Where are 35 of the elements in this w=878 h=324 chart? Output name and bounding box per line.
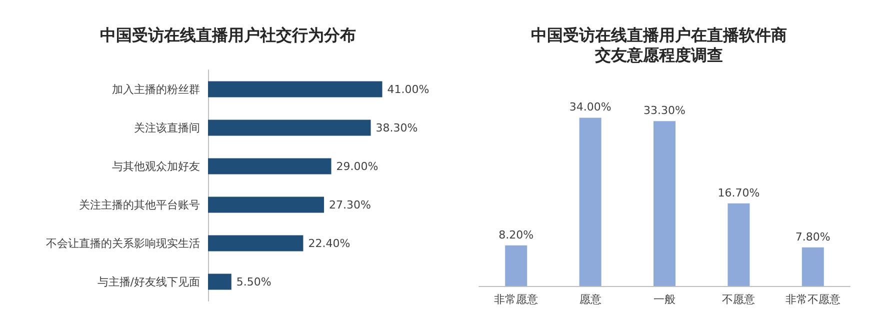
bar [505,245,528,286]
data-label: 29.00% [336,160,378,173]
y-tick-label: 不会让直播的关系影响现实生活 [46,236,200,250]
data-label: 5.50% [236,275,272,288]
x-tick-label: 一般 [654,293,676,306]
y-tick-label: 关注该直播间 [134,121,200,134]
y-tick-label: 与其他观众加好友 [112,160,200,173]
bar [728,203,750,286]
data-label: 34.00% [569,100,612,114]
data-label: 27.30% [329,198,371,212]
y-tick-label: 关注主播的其他平台账号 [79,198,200,212]
data-label: 38.30% [376,121,418,134]
chart-title: 中国受访在线直播用户社交行为分布 [100,26,356,44]
bar [579,118,602,286]
data-label: 22.40% [308,236,350,250]
x-tick-label: 不愿意 [722,293,756,306]
bar [208,274,232,290]
data-label: 7.80% [795,230,830,244]
data-label: 33.30% [644,104,686,118]
x-tick-label: 愿意 [579,293,602,306]
x-tick-label: 非常不愿意 [785,293,840,306]
y-tick-label: 与主播/好友线下见面 [97,275,200,288]
bar [802,247,824,286]
bar [208,120,371,136]
bar [208,235,304,252]
data-label: 8.20% [498,228,534,242]
data-label: 41.00% [387,82,430,96]
bar [208,81,382,98]
data-label: 16.70% [718,186,760,200]
y-tick-label: 加入主播的粉丝群 [112,82,200,96]
chart-title: 中国受访在线直播用户在直播软件商交友意愿程度调查 [531,26,787,64]
bar [208,196,324,213]
x-tick-label: 非常愿意 [494,293,538,306]
bar [208,158,332,174]
bar [654,121,676,286]
